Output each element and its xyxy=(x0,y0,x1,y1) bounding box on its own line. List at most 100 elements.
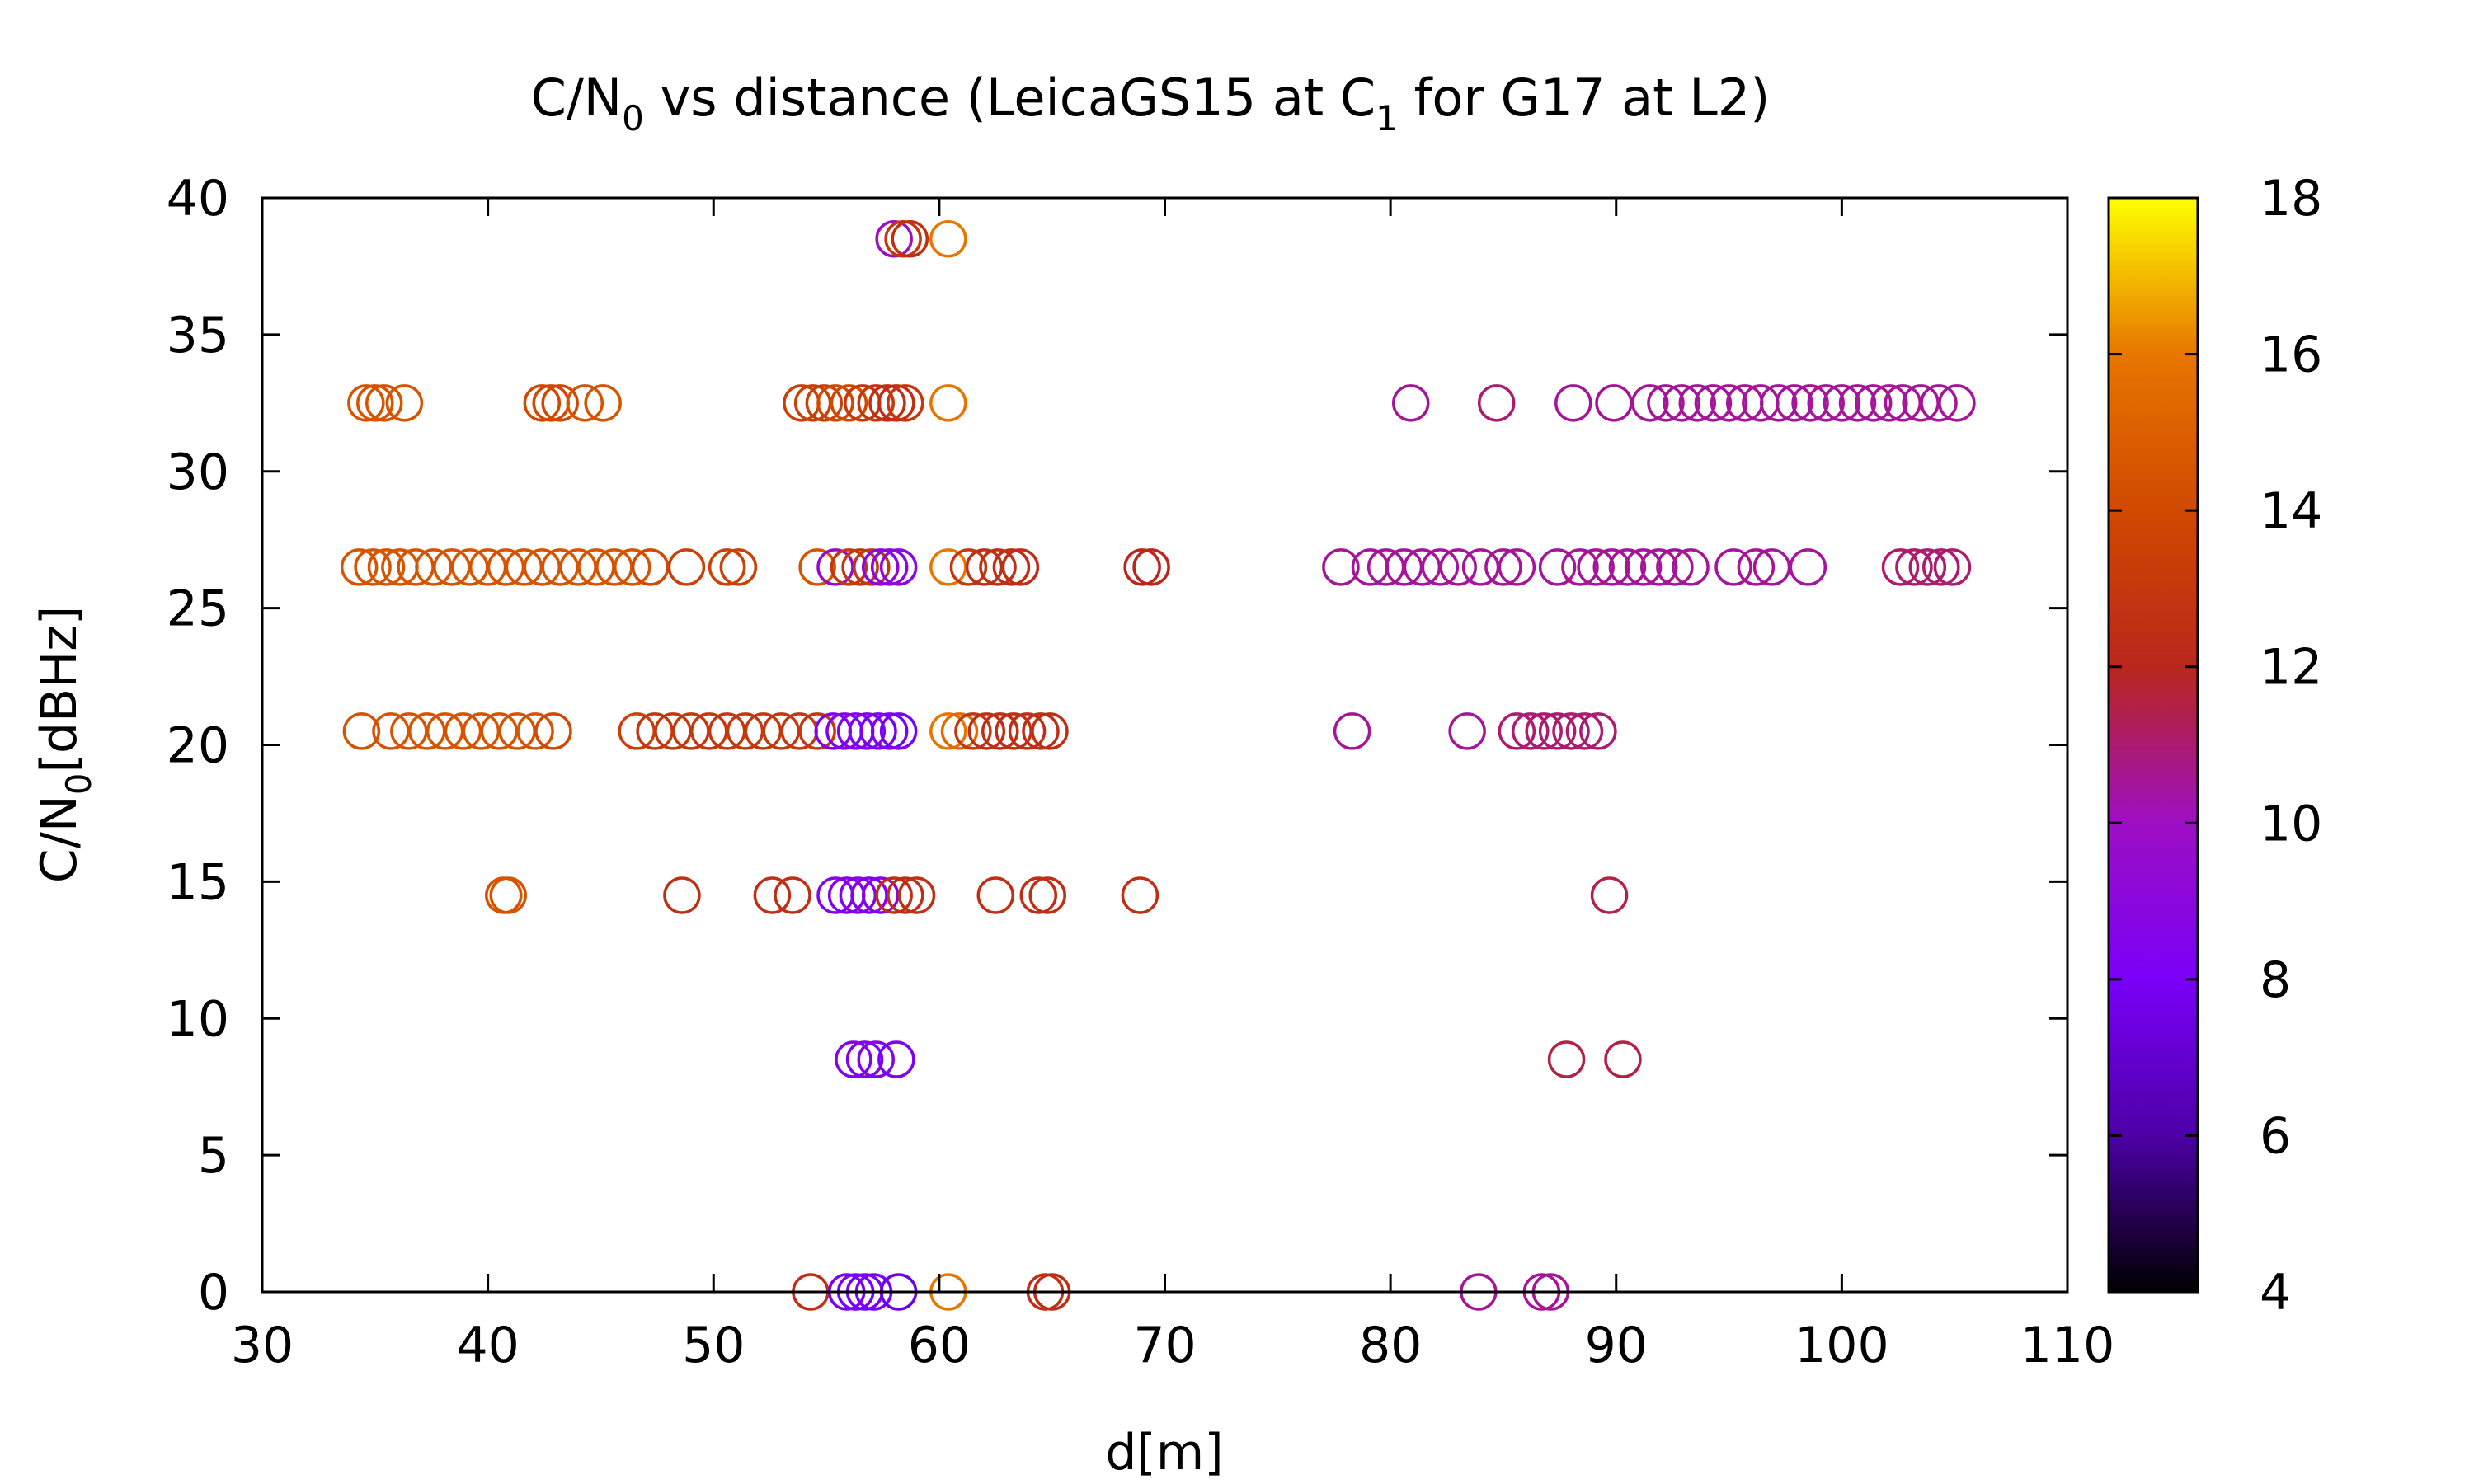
data-point xyxy=(1333,712,1371,750)
data-point xyxy=(1604,1040,1642,1078)
data-point xyxy=(1678,384,1717,422)
data-point xyxy=(1608,548,1647,586)
axis-ticks: 30 40 50 60 70 80 90 100 110 0 5 10 15 20 25 30 35 40 xyxy=(167,170,2115,1374)
data-point xyxy=(584,384,622,422)
data-point xyxy=(498,712,536,750)
data-point xyxy=(879,712,918,750)
data-point xyxy=(726,712,764,750)
data-point xyxy=(1538,712,1577,750)
data-point xyxy=(636,712,674,750)
data-point xyxy=(347,384,385,422)
data-point xyxy=(1933,548,1972,586)
data-point xyxy=(830,548,868,586)
data-point xyxy=(1884,384,1922,422)
data-point xyxy=(1577,548,1615,586)
data-point xyxy=(1838,384,1877,422)
y-tick-label: 30 xyxy=(167,444,229,501)
data-point xyxy=(929,220,967,258)
data-point xyxy=(995,712,1032,750)
data-point xyxy=(1870,384,1908,422)
data-point xyxy=(1881,548,1920,586)
data-point xyxy=(877,1040,915,1078)
x-tick-label: 70 xyxy=(1133,1317,1196,1374)
y-tick-label: 40 xyxy=(167,170,229,228)
data-point xyxy=(861,548,900,586)
data-point xyxy=(1565,712,1604,750)
data-point xyxy=(859,712,897,750)
data-point xyxy=(426,712,464,750)
data-point xyxy=(839,876,877,914)
data-point xyxy=(559,548,597,586)
data-point xyxy=(1590,876,1629,914)
data-point xyxy=(433,548,471,586)
data-point xyxy=(870,712,909,750)
x-tick-label: 100 xyxy=(1794,1317,1889,1374)
data-point xyxy=(1579,712,1617,750)
data-point xyxy=(1624,548,1663,586)
data-point xyxy=(976,876,1015,914)
data-point xyxy=(1639,548,1678,586)
data-point xyxy=(516,712,554,750)
data-point xyxy=(1902,384,1940,422)
data-point xyxy=(981,712,1019,750)
data-point xyxy=(407,712,446,750)
data-point xyxy=(1031,712,1069,750)
data-point xyxy=(1908,548,1947,586)
data-point xyxy=(1631,384,1669,422)
colorbar-tick-label: 18 xyxy=(2260,170,2322,228)
data-point xyxy=(415,548,453,586)
data-point xyxy=(992,548,1031,586)
data-point xyxy=(595,548,633,586)
colorbar-tick-label: 10 xyxy=(2260,795,2322,852)
data-point xyxy=(667,548,706,586)
data-point xyxy=(1938,384,1976,422)
data-point xyxy=(1512,712,1550,750)
y-tick-label: 0 xyxy=(198,1264,229,1322)
colorbar-tick-label: 6 xyxy=(2260,1107,2291,1165)
data-point xyxy=(850,876,888,914)
data-point xyxy=(870,548,909,586)
data-point xyxy=(1854,384,1893,422)
data-point xyxy=(1498,712,1536,750)
colorbar-tick-label: 4 xyxy=(2260,1264,2291,1322)
data-point xyxy=(884,220,922,258)
data-point xyxy=(845,1040,884,1078)
colorbar-tick-label: 14 xyxy=(2260,482,2322,540)
data-point xyxy=(887,384,924,422)
data-point xyxy=(929,548,967,586)
y-tick-label: 5 xyxy=(198,1127,229,1185)
data-point xyxy=(841,548,879,586)
data-point xyxy=(1554,384,1592,422)
data-point xyxy=(654,712,692,750)
data-point xyxy=(1760,384,1798,422)
data-point xyxy=(708,548,746,586)
data-point xyxy=(1001,548,1040,586)
data-point xyxy=(798,548,836,586)
data-point xyxy=(816,384,854,422)
data-point xyxy=(1552,712,1590,750)
y-tick-label: 20 xyxy=(167,717,229,775)
data-point xyxy=(875,876,913,914)
data-point xyxy=(762,712,801,750)
data-point xyxy=(954,712,992,750)
x-tick-label: 60 xyxy=(908,1317,971,1374)
colorbar-tick-label: 16 xyxy=(2260,326,2322,384)
data-point xyxy=(857,1040,896,1078)
chart-title: C/N0 vs distance (LeicaGS15 at C1 for G1… xyxy=(531,68,1771,139)
data-point xyxy=(830,384,868,422)
data-point xyxy=(965,548,1004,586)
data-point xyxy=(949,548,988,586)
data-point xyxy=(541,384,579,422)
data-point xyxy=(541,548,579,586)
data-point xyxy=(613,548,651,586)
data-point xyxy=(798,712,836,750)
data-point xyxy=(1477,384,1516,422)
data-point xyxy=(1789,548,1827,586)
data-point xyxy=(1663,384,1700,422)
data-point xyxy=(1807,384,1845,422)
colorbar-tick-label: 12 xyxy=(2260,639,2322,697)
data-point xyxy=(1484,548,1522,586)
data-point xyxy=(835,1040,872,1078)
data-point xyxy=(1461,548,1500,586)
y-axis-label: C/N0[dBHz] xyxy=(31,606,99,883)
